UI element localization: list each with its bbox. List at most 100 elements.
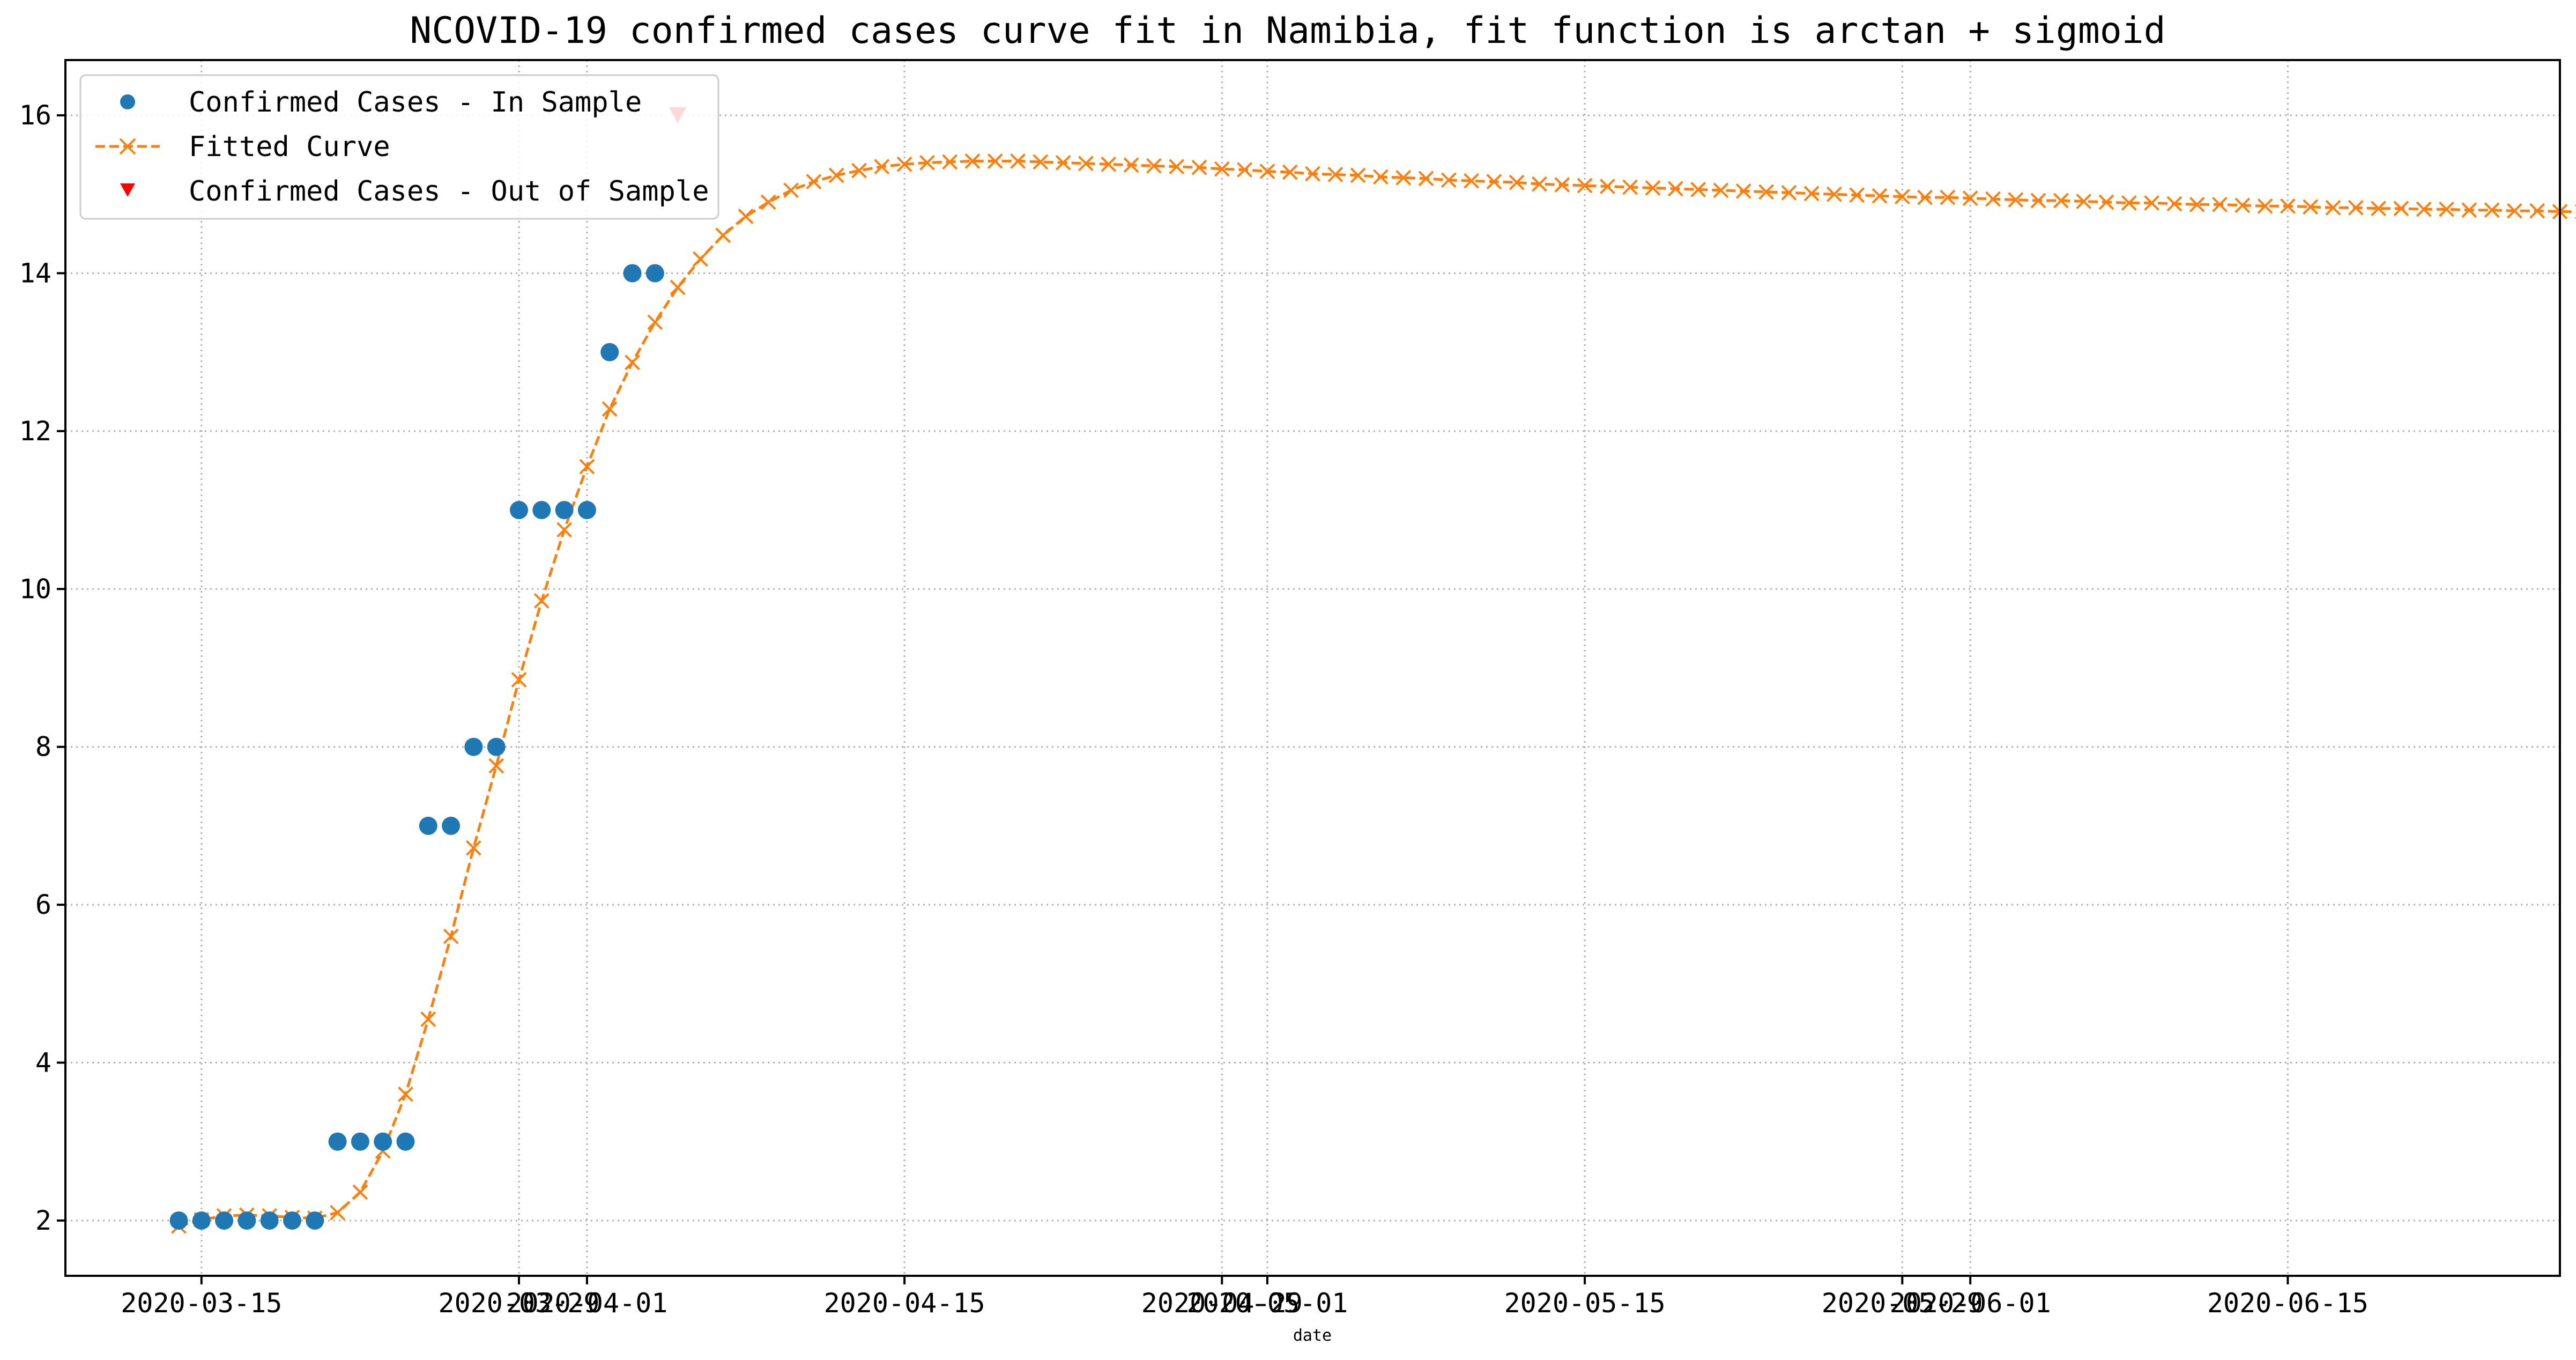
- legend-in-sample-marker: [120, 94, 135, 109]
- legend-out-of-sample-label: Confirmed Cases - Out of Sample: [189, 175, 709, 208]
- y-tick-label: 8: [35, 731, 51, 763]
- fitted-point-marker: [2529, 203, 2545, 219]
- fitted-point-marker: [1985, 191, 2001, 207]
- fitted-point-marker: [692, 251, 708, 267]
- fitted-point-marker: [2030, 193, 2046, 209]
- x-axis-label: date: [1293, 1326, 1332, 1345]
- fitted-point-marker: [874, 159, 890, 175]
- in-sample-points-layer: [169, 264, 664, 1230]
- fitted-point-marker: [2053, 193, 2069, 209]
- fitted-point-marker: [1713, 182, 1729, 198]
- x-tick-label: 2020-05-29: [1822, 1288, 1983, 1319]
- fitted-point-marker: [1917, 189, 1933, 205]
- legend-out-of-sample-marker: [120, 183, 135, 197]
- in-sample-point: [623, 264, 642, 283]
- fitted-point-marker: [1464, 173, 1480, 189]
- fitted-point-marker: [1894, 189, 1910, 205]
- in-sample-point: [577, 501, 596, 520]
- fitted-point-marker: [2484, 202, 2500, 218]
- fitted-point-marker: [1781, 184, 1797, 201]
- fitted-point-marker: [579, 459, 595, 475]
- in-sample-point: [487, 737, 506, 756]
- in-sample-point: [283, 1211, 301, 1230]
- fitted-curve-line: [178, 159, 2576, 1228]
- y-tick-label: 16: [19, 100, 51, 131]
- fitted-point-marker: [420, 1011, 436, 1027]
- fitted-point-marker: [2008, 192, 2024, 208]
- fitted-point-marker: [1645, 180, 1661, 196]
- fitted-point-marker: [1101, 156, 1117, 172]
- x-tick-label: 2020-04-15: [824, 1288, 985, 1319]
- in-sample-point: [215, 1211, 234, 1230]
- fitted-point-marker: [987, 153, 1003, 169]
- fitted-point-marker: [1305, 166, 1320, 182]
- in-sample-point: [532, 501, 551, 520]
- x-tick-label: 2020-03-29: [438, 1288, 599, 1319]
- fitted-point-marker: [964, 153, 981, 169]
- fitted-point-marker: [2166, 196, 2182, 212]
- fitted-point-marker: [1078, 156, 1094, 172]
- fitted-point-marker: [1849, 187, 1865, 203]
- fitted-point-marker: [2234, 197, 2251, 213]
- fitted-point-marker: [511, 672, 527, 688]
- fitted-point-marker: [1214, 161, 1230, 177]
- legend-in-sample-label: Confirmed Cases - In Sample: [189, 86, 642, 119]
- fitted-point-marker: [556, 522, 573, 538]
- fitted-point-marker: [1872, 188, 1888, 204]
- x-tick-label: 2020-06-01: [1890, 1288, 2051, 1319]
- fitted-point-marker: [1826, 186, 1842, 202]
- in-sample-point: [351, 1132, 369, 1151]
- fitted-point-marker: [1237, 162, 1253, 178]
- fitted-point-marker: [443, 928, 459, 944]
- x-tick-label: 2020-04-29: [1141, 1288, 1303, 1319]
- y-tick-label: 10: [19, 573, 51, 604]
- in-sample-point: [306, 1211, 324, 1230]
- fitted-point-marker: [942, 154, 958, 170]
- fitted-point-marker: [2144, 195, 2160, 211]
- y-tick-label: 6: [35, 889, 51, 920]
- fitted-point-marker: [1486, 174, 1502, 190]
- fitted-point-marker: [1418, 171, 1434, 187]
- in-sample-point: [464, 737, 483, 756]
- fitted-point-marker: [2257, 198, 2273, 214]
- fitted-point-marker: [1622, 179, 1638, 195]
- fitted-point-marker: [1010, 153, 1026, 169]
- fitted-point-marker: [1962, 190, 1978, 206]
- fitted-point-marker: [760, 194, 776, 210]
- y-tick-label: 2: [35, 1205, 51, 1236]
- x-tick-label: 2020-04-01: [506, 1288, 667, 1319]
- fitted-point-marker: [488, 758, 504, 774]
- legend: Confirmed Cases - In Sample Fitted Curve…: [79, 74, 719, 220]
- fitted-point-marker: [783, 182, 799, 198]
- fitted-point-marker: [2325, 199, 2341, 216]
- fitted-point-marker: [851, 162, 867, 179]
- in-sample-point: [237, 1211, 256, 1230]
- fitted-point-marker: [715, 227, 731, 243]
- x-tick-label: 2020-06-15: [2207, 1288, 2369, 1319]
- fitted-point-marker: [2506, 203, 2522, 219]
- fitted-point-marker: [919, 154, 935, 171]
- fitted-point-marker: [1441, 172, 1457, 188]
- fitted-point-marker: [398, 1086, 413, 1102]
- fitted-point-marker: [1690, 182, 1706, 197]
- fitted-point-marker: [1123, 157, 1139, 173]
- legend-box: [79, 74, 719, 220]
- in-sample-point: [328, 1132, 347, 1151]
- x-tick-label: 2020-05-01: [1186, 1288, 1348, 1319]
- fitted-point-marker: [1395, 169, 1412, 186]
- fitted-point-marker: [352, 1184, 368, 1200]
- fitted-point-marker: [738, 209, 754, 224]
- fitted-point-marker: [1735, 183, 1751, 199]
- fitted-point-marker: [806, 174, 822, 190]
- fitted-point-marker: [1532, 176, 1547, 192]
- fitted-point-marker: [2189, 196, 2205, 212]
- fitted-point-marker: [647, 314, 663, 330]
- y-tick-label: 14: [19, 257, 51, 289]
- fitted-point-marker: [2280, 198, 2296, 214]
- fitted-point-marker: [2098, 194, 2114, 210]
- fitted-point-marker: [1599, 179, 1615, 194]
- fitted-point-marker: [1554, 177, 1570, 193]
- y-tick-label: 12: [19, 416, 51, 447]
- fitted-curve-layer: [171, 153, 2576, 1234]
